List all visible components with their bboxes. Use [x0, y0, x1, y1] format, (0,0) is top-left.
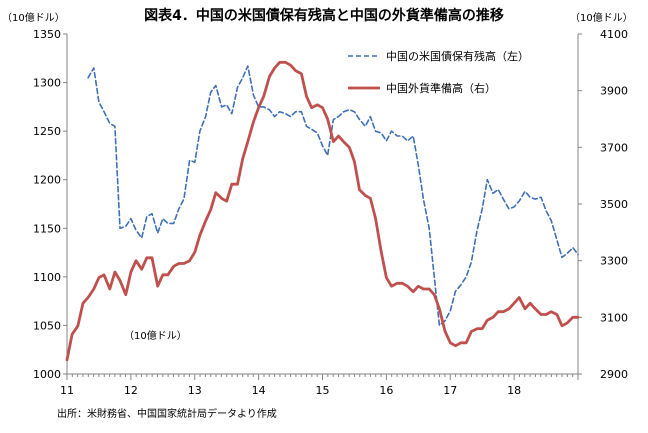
series-line-us-treasury-holdings [87, 65, 579, 327]
axes-layer: 1000 1050 1100 1150 1200 1250 1300 1350 2900 3100… [33, 28, 628, 397]
right-tick-label: 3700 [600, 141, 628, 154]
left-tick-label: 1000 [33, 368, 61, 381]
right-tick-label: 3300 [600, 255, 628, 268]
x-tick-label: 13 [188, 384, 202, 397]
right-axis-unit: （10億ドル） [570, 11, 633, 24]
series-line-fx-reserves [65, 60, 580, 362]
left-axis-unit: （10億ドル） [2, 11, 65, 24]
right-tick-label: 3500 [600, 198, 628, 211]
left-tick-label: 1050 [33, 319, 61, 332]
x-tick-label: 15 [316, 384, 330, 397]
x-tick-label: 14 [252, 384, 266, 397]
right-tick-label: 2900 [600, 368, 628, 381]
x-tick-label: 11 [60, 384, 74, 397]
left-tick-label: 1200 [33, 174, 61, 187]
series-layer [65, 60, 580, 362]
x-tick-label: 17 [443, 384, 457, 397]
left-tick-label: 1350 [33, 28, 61, 41]
chart-title: 図表4．中国の米国債保有残高と中国の外貨準備高の推移 [144, 7, 504, 24]
right-tick-label: 4100 [600, 28, 628, 41]
left-tick-label: 1150 [33, 222, 61, 235]
right-tick-label: 3900 [600, 85, 628, 98]
left-tick-label: 1250 [33, 125, 61, 138]
left-tick-label: 1300 [33, 77, 61, 90]
inner-unit-note: （10億ドル） [124, 329, 187, 342]
left-tick-label: 1100 [33, 271, 61, 284]
x-tick-label: 16 [379, 384, 393, 397]
legend-label: 中国外貨準備高（右） [386, 81, 496, 95]
x-tick-label: 12 [124, 384, 138, 397]
x-tick-label: 18 [507, 384, 521, 397]
legend: 中国の米国債保有残高（左） 中国外貨準備高（右） [348, 49, 529, 95]
source-note: 出所：米財務省、中国国家統計局データより作成 [57, 407, 277, 420]
right-tick-label: 3100 [600, 311, 628, 324]
legend-label: 中国の米国債保有残高（左） [386, 49, 529, 63]
